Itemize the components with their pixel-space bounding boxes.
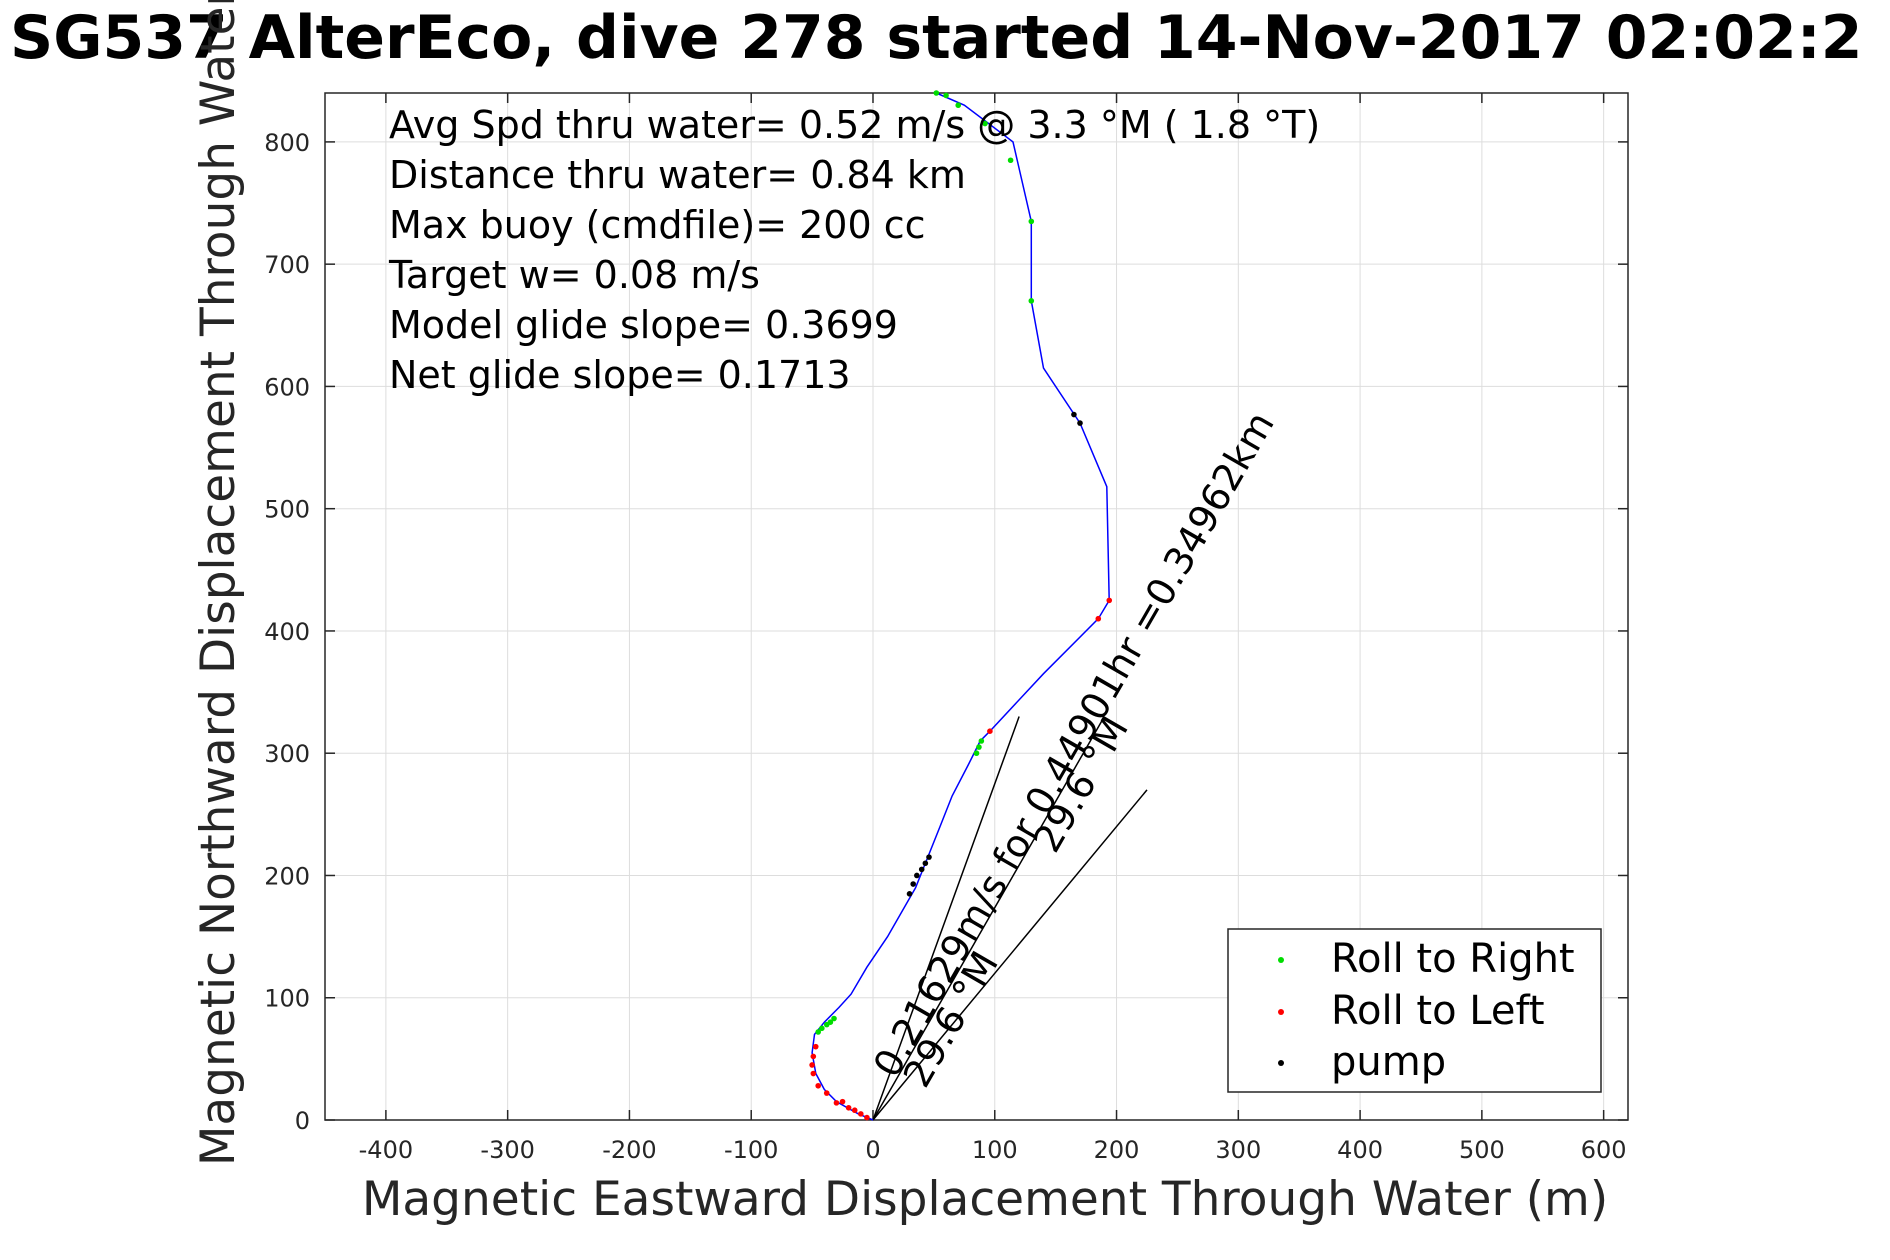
roll-left-point (833, 1100, 840, 1106)
roll-right-point (973, 750, 980, 757)
x-tick-label: -100 (724, 1136, 778, 1164)
y-tick-label: 300 (264, 740, 310, 768)
roll-left-point (858, 1111, 864, 1117)
pump-point (906, 891, 913, 897)
y-tick-label: 200 (264, 862, 310, 890)
annotation-line: Max buoy (cmdfile)= 200 cc (389, 203, 926, 247)
x-tick-label: -300 (480, 1136, 534, 1164)
legend: Roll to Right Roll to Left pump (1227, 928, 1602, 1093)
y-tick-label: 0 (295, 1107, 310, 1135)
annotation-line: Net glide slope= 0.1713 (389, 353, 851, 397)
pump-point (1071, 411, 1077, 418)
roll-right-point (943, 92, 949, 99)
roll-left-point (815, 1082, 821, 1089)
annotation-line: Distance thru water= 0.84 km (389, 153, 966, 197)
x-tick-label: 100 (972, 1136, 1018, 1164)
vector-line-current (872, 716, 1106, 1121)
plot-area (324, 92, 1629, 1121)
roll-left-point (839, 1098, 846, 1105)
pump-point (922, 860, 929, 867)
chart-marks (809, 90, 1148, 1121)
roll-left-point (1095, 615, 1102, 622)
roll-left-point (864, 1114, 870, 1121)
pump-point (914, 872, 920, 879)
roll-left-point (810, 1053, 817, 1060)
legend-label-right: Roll to Right (1331, 936, 1575, 982)
legend-marker-right (1278, 957, 1284, 963)
x-tick-label: 300 (1215, 1136, 1261, 1164)
x-tick-label: -200 (602, 1136, 656, 1164)
roll-left-point (851, 1107, 858, 1114)
roll-right-point (976, 744, 982, 750)
roll-left-point (1106, 597, 1113, 604)
axes-frame (324, 92, 1629, 1121)
legend-marker-left (1278, 1009, 1284, 1015)
x-axis-label: Magnetic Eastward Displacement Through W… (362, 1172, 1608, 1227)
x-tick-label: 0 (865, 1136, 880, 1164)
roll-right-point (982, 120, 988, 127)
roll-right-point (1028, 218, 1035, 225)
dive-track-line (811, 92, 1110, 1121)
roll-left-point (987, 728, 993, 735)
y-axis-label: Magnetic Northward Displacement Through … (191, 0, 246, 1166)
annotation-line: Model glide slope= 0.3699 (389, 303, 898, 347)
vector-line-a (872, 716, 1020, 1121)
roll-left-point (810, 1070, 817, 1077)
x-tick-label: 500 (1459, 1136, 1505, 1164)
roll-right-point (815, 1029, 821, 1035)
y-tick-label: 600 (264, 373, 310, 401)
annotation-block: Avg Spd thru water= 0.52 m/s @ 3.3 °M ( … (388, 103, 1320, 397)
legend-label-pump: pump (1331, 1039, 1446, 1085)
roll-left-point (809, 1062, 815, 1068)
roll-right-point (933, 90, 940, 96)
roll-right-point (955, 102, 962, 109)
roll-right-point (1028, 298, 1035, 304)
vector-line-b (872, 789, 1148, 1121)
pump-point (910, 881, 916, 887)
pump-point (1077, 420, 1083, 426)
legend-label-left: Roll to Left (1331, 988, 1545, 1034)
roll-right-point (978, 738, 985, 744)
pump-point (918, 866, 925, 873)
x-tick-label: 600 (1581, 1136, 1627, 1164)
roll-right-point (1007, 157, 1014, 164)
roll-left-point (812, 1043, 819, 1050)
roll-right-point (819, 1025, 825, 1032)
annotation-line: Avg Spd thru water= 0.52 m/s @ 3.3 °M ( … (389, 103, 1320, 147)
pump-point (926, 854, 932, 860)
legend-marker-pump (1278, 1060, 1284, 1066)
axis-ticks: -400 -300 -200 -100 0 100 200 300 400 500 600 0 100 2… (264, 93, 1628, 1164)
roll-right-point (831, 1015, 837, 1022)
y-tick-label: 100 (264, 985, 310, 1013)
x-tick-label: 200 (1094, 1136, 1140, 1164)
annotation-line: Target w= 0.08 m/s (388, 253, 760, 297)
roll-left-point (845, 1104, 852, 1111)
y-tick-label: 500 (264, 496, 310, 524)
legend-box (1227, 928, 1602, 1093)
chart-title: SG537 AlterEco, dive 278 started 14-Nov-… (10, 3, 1863, 73)
roll-right-point (827, 1019, 834, 1025)
y-tick-label: 400 (264, 618, 310, 646)
roll-left-point (823, 1090, 830, 1096)
y-tick-label: 700 (264, 251, 310, 279)
x-tick-label: -400 (359, 1136, 413, 1164)
x-tick-label: 400 (1337, 1136, 1383, 1164)
y-tick-label: 800 (264, 129, 310, 157)
